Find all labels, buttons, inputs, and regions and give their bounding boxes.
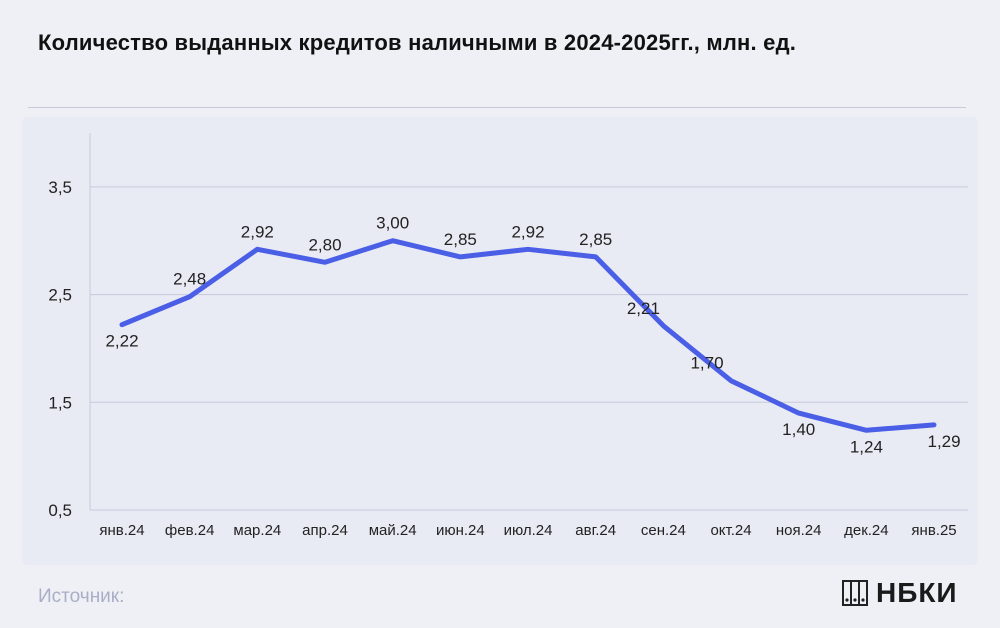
y-tick-label: 0,5 (48, 501, 72, 520)
data-label: 2,92 (511, 222, 544, 241)
x-tick-label: май.24 (369, 522, 417, 539)
chart-title: Количество выданных кредитов наличными в… (38, 30, 797, 55)
data-label: 2,85 (444, 230, 477, 249)
data-label: 1,70 (690, 354, 723, 373)
x-tick-label: фев.24 (165, 522, 215, 539)
x-tick-label: янв.24 (99, 522, 144, 539)
y-tick-label: 1,5 (48, 393, 72, 412)
data-label: 1,24 (850, 437, 883, 456)
series-line (119, 238, 937, 433)
x-tick-label: авг.24 (575, 522, 616, 539)
x-tick-label: ноя.24 (776, 522, 822, 539)
chart-panel (22, 117, 978, 565)
x-tick-label: июн.24 (436, 522, 485, 539)
x-tick-label: сен.24 (641, 522, 686, 539)
title-divider (28, 107, 966, 108)
x-tick-label: окт.24 (710, 522, 751, 539)
x-tick-label: дек.24 (844, 522, 889, 539)
logo-icon (842, 580, 868, 606)
data-label: 2,21 (627, 299, 660, 318)
data-label: 1,29 (927, 432, 960, 451)
x-tick-label: июл.24 (504, 522, 553, 539)
data-label: 1,40 (782, 420, 815, 439)
source-label: Источник: (38, 586, 125, 607)
y-tick-label: 3,5 (48, 178, 72, 197)
data-label: 2,80 (308, 235, 341, 254)
x-tick-label: апр.24 (302, 522, 348, 539)
data-label: 2,48 (173, 270, 206, 289)
data-label: 2,85 (579, 230, 612, 249)
data-label: 3,00 (376, 214, 409, 233)
x-tick-label: мар.24 (233, 522, 281, 539)
data-label: 2,22 (105, 332, 138, 351)
x-tick-label: янв.25 (911, 522, 956, 539)
logo-text: НБКИ (876, 577, 958, 608)
y-tick-label: 2,5 (48, 286, 72, 305)
data-label: 2,92 (241, 222, 274, 241)
nbki-logo: НБКИ (842, 576, 958, 610)
